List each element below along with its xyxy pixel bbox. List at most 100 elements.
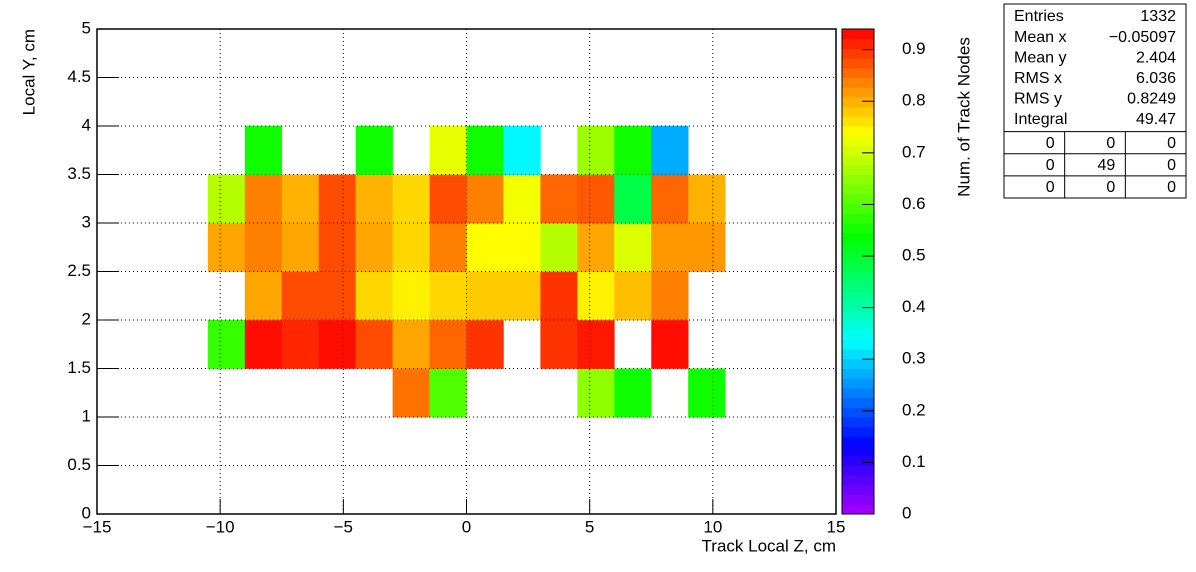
- heatmap-cell: [614, 368, 652, 418]
- heatmap-cell: [540, 271, 578, 321]
- heatmap-cell: [614, 223, 652, 272]
- stats-value: 6.036: [1136, 70, 1176, 87]
- stats-value: −0.05097: [1109, 29, 1176, 46]
- colorbar-band: [842, 213, 874, 224]
- colorbar-band: [842, 145, 874, 156]
- colorbar-band: [842, 252, 874, 263]
- stats-cell: 0: [1167, 135, 1176, 152]
- heatmap-cell: [429, 126, 467, 175]
- colorbar-band: [842, 368, 874, 379]
- heatmap-cell: [503, 126, 541, 175]
- y-tick-label: 1: [82, 406, 91, 425]
- heatmap-cell: [318, 174, 356, 224]
- heatmap-cell: [355, 223, 393, 272]
- colorbar-band: [842, 184, 874, 195]
- colorbar-band: [842, 261, 874, 272]
- colorbar-band: [842, 407, 874, 418]
- colorbar-band: [842, 223, 874, 234]
- heatmap-cell: [318, 271, 356, 321]
- colorbar-band: [842, 271, 874, 282]
- colorbar-band: [842, 300, 874, 311]
- stats-label: Mean x: [1014, 29, 1066, 46]
- heatmap-cell: [429, 368, 467, 418]
- y-tick-label: 0.5: [67, 455, 91, 474]
- colorbar-tick-label: 0.5: [902, 246, 926, 265]
- colorbar-band: [842, 436, 874, 447]
- heatmap-cell: [392, 320, 430, 369]
- heatmap-cell: [503, 271, 541, 321]
- heatmap-cell: [651, 223, 689, 272]
- heatmap-cell: [688, 174, 726, 224]
- colorbar-band: [842, 116, 874, 127]
- stats-cell: 0: [1046, 179, 1055, 196]
- colorbar-band: [842, 378, 874, 389]
- heatmap-cell: [688, 223, 726, 272]
- colorbar-band: [842, 397, 874, 408]
- y-tick-label: 2.5: [67, 261, 91, 280]
- y-tick-label: 3.5: [67, 164, 91, 183]
- heatmap-cell: [281, 223, 319, 272]
- colorbar-band: [842, 310, 874, 321]
- heatmap-cell: [318, 223, 356, 272]
- heatmap-cell: [688, 368, 726, 418]
- colorbar-tick-label: 0.6: [902, 194, 926, 213]
- stats-cell: 0: [1106, 135, 1115, 152]
- heatmap-cell: [207, 174, 246, 224]
- stats-value: 0.8249: [1127, 91, 1176, 108]
- colorbar-tick-label: 0.8: [902, 91, 926, 110]
- heatmap-cell: [466, 174, 504, 224]
- colorbar-tick-label: 0.7: [902, 142, 926, 161]
- colorbar-band: [842, 339, 874, 350]
- colorbar-band: [842, 135, 874, 146]
- stats-label: RMS y: [1014, 91, 1062, 108]
- colorbar-band: [842, 155, 874, 166]
- colorbar-band: [842, 232, 874, 243]
- colorbar-band: [842, 426, 874, 437]
- x-tick-label: −15: [83, 517, 112, 536]
- heatmap-cell: [244, 271, 283, 321]
- heatmap-cell: [540, 320, 578, 369]
- colorbar-band: [842, 387, 874, 399]
- heatmap-cell: [355, 271, 393, 321]
- y-tick-label: 2: [82, 309, 91, 328]
- stats-cell: 0: [1167, 179, 1176, 196]
- y-tick-label: 5: [82, 18, 91, 37]
- heatmap-cell: [577, 368, 615, 418]
- colorbar-band: [842, 29, 874, 40]
- colorbar-band: [842, 349, 874, 360]
- heatmap-cell: [614, 126, 652, 175]
- colorbar-tick-label: 0.1: [902, 452, 926, 471]
- heatmap-cell: [651, 174, 689, 224]
- colorbar-band: [842, 126, 874, 137]
- colorbar-band: [842, 417, 874, 428]
- colorbar-band: [842, 67, 874, 78]
- heatmap-cell: [651, 271, 689, 321]
- stats-label: Mean y: [1014, 49, 1066, 66]
- heatmap-cell: [355, 320, 393, 369]
- x-tick-label: 10: [703, 517, 722, 536]
- x-tick-label: −10: [206, 517, 235, 536]
- stats-value: 1332: [1140, 8, 1176, 25]
- colorbar-tick-label: 0.4: [902, 297, 926, 316]
- colorbar-band: [842, 494, 874, 505]
- colorbar-band: [842, 193, 874, 205]
- stats-value: 49.47: [1136, 111, 1176, 128]
- heatmap-cell: [244, 174, 283, 224]
- colorbar-band: [842, 475, 874, 486]
- colorbar-band: [842, 465, 874, 476]
- colorbar-band: [842, 504, 874, 515]
- colorbar-band: [842, 358, 874, 369]
- heatmap-cell: [577, 271, 615, 321]
- colorbar-band: [842, 87, 874, 98]
- y-tick-label: 0: [82, 503, 91, 522]
- colorbar-band: [842, 58, 874, 69]
- stats-box: Entries 1332 Mean x −0.05097 Mean y 2.404 RMS …: [1003, 3, 1187, 199]
- stats-value: 2.404: [1136, 49, 1176, 66]
- heatmap-cell: [651, 126, 689, 175]
- colorbar-band: [842, 164, 874, 175]
- x-tick-label: −5: [334, 517, 353, 536]
- stats-cell: 0: [1106, 179, 1115, 196]
- y-tick-label: 3: [82, 212, 91, 231]
- stats-cell: 0: [1046, 135, 1055, 152]
